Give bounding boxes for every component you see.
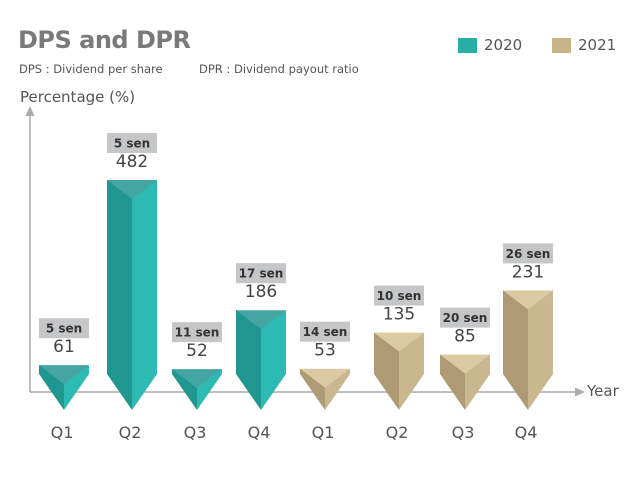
dps-badge [440,307,490,328]
bar-cap [374,332,424,352]
x-axis-label: Year [586,382,620,400]
bar-cap [107,180,157,199]
dps-label: 5 sen [46,322,82,336]
bar-face-right [132,180,157,410]
value-label: 186 [245,282,277,302]
legend-item-2021: 2021 [552,36,616,54]
dps-badge [39,318,89,339]
dps-badge [300,321,350,342]
dps-badge [107,133,157,153]
y-axis-arrow [25,106,35,116]
dps-label: 26 sen [506,247,551,261]
bar-face-left [107,180,132,410]
bar-face-left [236,310,261,410]
dpr-note: DPR : Dividend payout ratio [199,62,359,76]
bar-cap [300,368,350,388]
value-label: 61 [53,337,75,357]
bar-cap [440,354,490,374]
dps-label: 20 sen [443,311,488,325]
bar-cap [503,290,553,310]
bar-cap [236,310,286,330]
x-tick-label: Q1 [51,423,74,442]
bar-cap [172,369,222,389]
bar-face-left [503,290,528,410]
x-tick-label: Q3 [452,423,475,442]
x-tick-label: Q2 [119,423,142,442]
legend-item-2020: 2020 [458,36,522,54]
value-label: 85 [454,327,476,347]
value-label: 482 [116,152,148,172]
bar-2021-q2: 135 10 sen Q2 [374,285,424,442]
chart-title: DPS and DPR [18,26,191,54]
value-label: 135 [383,305,415,325]
dps-badge [236,263,286,284]
bar-face-right [399,332,424,410]
dps-label: 17 sen [239,267,284,281]
x-tick-label: Q1 [312,423,335,442]
dps-label: 10 sen [377,289,422,303]
x-tick-label: Q3 [184,423,207,442]
dps-note: DPS : Dividend per share [19,62,163,76]
bar-2021-q3: 85 20 sen Q3 [440,307,490,442]
legend-label-2020: 2020 [484,36,523,54]
legend-swatch-2020 [458,37,477,53]
x-tick-label: Q4 [248,423,271,442]
value-label: 52 [186,341,208,361]
x-axis-arrow [575,387,585,397]
x-tick-label: Q2 [386,423,409,442]
bar-2021-q1: 53 14 sen Q1 [300,321,350,442]
bar-2020-q1: 615 sen Q1 [39,318,89,442]
value-label: 53 [314,341,336,361]
bar-face-right [261,310,286,410]
dps-label: 11 sen [175,326,220,340]
legend-swatch-2021 [552,37,571,53]
axes: Percentage (%) Year [20,88,620,400]
bar-face-left [374,332,399,410]
dps-badge [172,322,222,343]
dps-badge [374,285,424,306]
dps-label: 14 sen [303,325,348,339]
bar-face-right [528,290,553,410]
dps-badge [503,243,553,264]
value-label: 231 [512,262,544,282]
legend-label-2021: 2021 [578,36,617,54]
x-tick-label: Q4 [515,423,538,442]
bar-cap [39,365,89,385]
y-axis-label: Percentage (%) [20,88,135,106]
dps-label: 5 sen [114,137,150,151]
